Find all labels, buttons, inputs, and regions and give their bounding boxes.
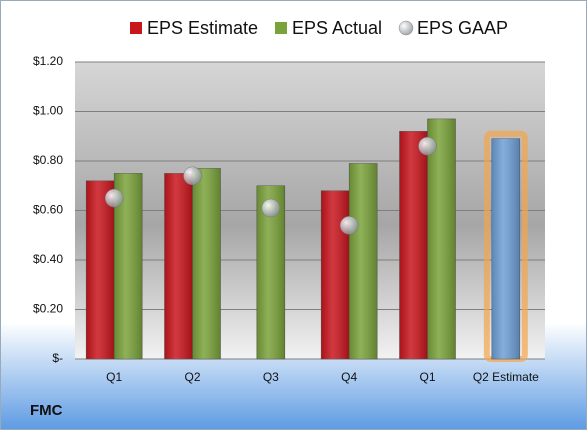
bar: [399, 131, 428, 360]
legend-marker: [398, 20, 414, 36]
point: [104, 188, 124, 208]
y-tick-label: $-: [52, 351, 63, 365]
y-tick-label: $1.00: [33, 104, 63, 118]
legend-label: EPS Estimate: [147, 18, 258, 38]
legend-marker: [275, 22, 287, 34]
bar: [348, 163, 378, 360]
y-tick-label: $1.20: [33, 54, 63, 68]
point: [183, 166, 202, 186]
point: [418, 136, 437, 156]
legend-label: EPS Actual: [292, 18, 382, 38]
bar: [320, 190, 350, 360]
x-tick-label: Q1: [419, 370, 435, 384]
y-tick-label: $0.20: [33, 302, 63, 316]
x-tick-label: Q2: [184, 370, 200, 384]
footer: FMC: [30, 402, 63, 419]
bar: [164, 173, 193, 360]
y-tick-label: $0.80: [33, 153, 63, 167]
x-tick-label: Q3: [263, 370, 279, 384]
legend-label: EPS GAAP: [417, 18, 508, 38]
legend-marker: [130, 22, 142, 34]
bar: [85, 180, 115, 360]
y-tick-label: $0.60: [33, 203, 63, 217]
x-tick-label: Q2 Estimate: [473, 370, 539, 384]
bar: [192, 168, 221, 360]
x-tick-label: Q1: [106, 370, 122, 384]
x-tick-label: Q4: [341, 370, 357, 384]
bar: [427, 118, 456, 360]
point: [339, 216, 359, 235]
point: [261, 198, 281, 218]
y-tick-label: $0.40: [33, 252, 63, 266]
bar: [491, 138, 521, 360]
